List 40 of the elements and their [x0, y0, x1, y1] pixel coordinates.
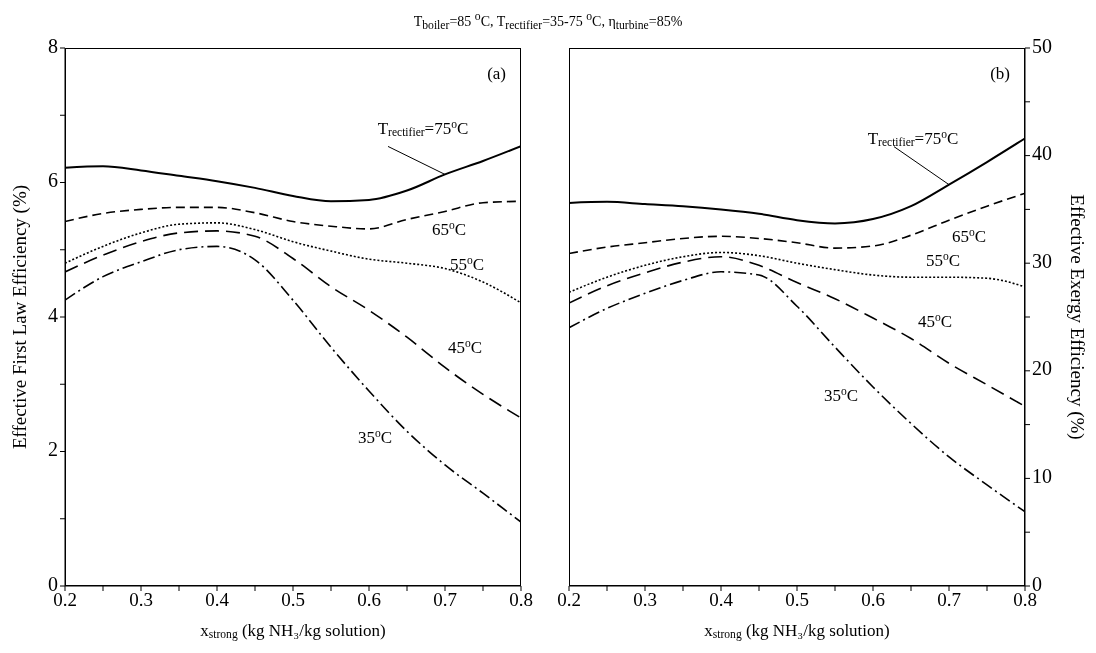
x-tick-label: 0.6	[357, 589, 381, 611]
x-tick-label: 0.3	[129, 589, 153, 611]
series-label: 55$^{o}$C	[449, 253, 485, 274]
y-tick-label: 6	[48, 169, 58, 192]
line-series	[569, 251, 1025, 294]
series-label: 65$^{o}$C	[951, 226, 987, 247]
series-label: 55$^{o}$C	[925, 250, 961, 271]
y-tick-label: 30	[1032, 249, 1052, 272]
y-tick-label: 4	[48, 303, 58, 326]
series-label: 35$^{o}$C	[823, 384, 859, 405]
x-tick-label: 0.3	[633, 589, 657, 611]
x-tick-label: 0.7	[433, 589, 457, 611]
series-label: T$_{rectifier}$=75$^{o}$C	[867, 127, 959, 149]
x-tick-label: 0.7	[937, 589, 961, 611]
x-tick-label: 0.5	[785, 589, 809, 611]
x-tick-label: 0.5	[281, 589, 305, 611]
y-axis-title: Effective First Law Efficiency (%)	[9, 184, 32, 450]
line-series	[569, 255, 1025, 408]
chart-title: T$_{boiler}$=85 $^{o}$C, T$_{rectifier}$=35-75 $^{o}$C, η$_{turbine}$=85%	[413, 10, 683, 33]
y-axis-title: Effective Exergy Efficiency (%)	[1065, 194, 1088, 440]
x-axis-title: x$_{strong}$ (kg NH₃/kg solution)	[704, 620, 890, 641]
y-tick-label: 8	[48, 34, 58, 57]
series-label: 65$^{o}$C	[431, 219, 467, 240]
y-tick-label: 40	[1032, 142, 1052, 165]
x-tick-label: 0.8	[509, 589, 533, 611]
series-label: 45$^{o}$C	[447, 337, 483, 358]
y-tick-label: 2	[48, 438, 58, 461]
y-tick-label: 50	[1032, 34, 1052, 57]
y-tick-label: 20	[1032, 357, 1052, 380]
series-label: T$_{rectifier}$=75$^{o}$C	[377, 118, 469, 140]
x-tick-label: 0.2	[557, 589, 581, 611]
x-axis-title: x$_{strong}$ (kg NH₃/kg solution)	[200, 620, 386, 641]
y-tick-label: 10	[1032, 464, 1052, 487]
x-tick-label: 0.4	[205, 589, 230, 611]
series-label: 45$^{o}$C	[917, 310, 953, 331]
annotation: (a)	[486, 64, 506, 84]
annotation: (b)	[989, 64, 1010, 84]
series-label: 35$^{o}$C	[357, 427, 393, 448]
x-tick-label: 0.6	[861, 589, 885, 611]
x-tick-label: 0.4	[709, 589, 734, 611]
